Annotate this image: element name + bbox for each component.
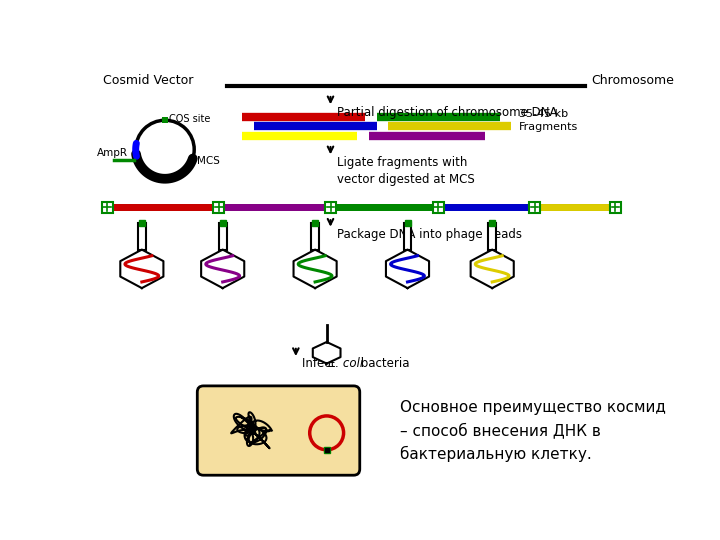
Text: Partial digestion of chromosome DNA: Partial digestion of chromosome DNA (337, 106, 557, 119)
Polygon shape (471, 249, 514, 288)
FancyBboxPatch shape (325, 202, 336, 213)
Polygon shape (201, 249, 244, 288)
Text: 35-45 kb
Fragments: 35-45 kb Fragments (519, 109, 578, 132)
Text: E. coli: E. coli (328, 357, 364, 370)
Text: MCS: MCS (197, 156, 220, 166)
Text: Infect: Infect (302, 357, 339, 370)
FancyBboxPatch shape (197, 386, 360, 475)
Text: Package DNA into phage heads: Package DNA into phage heads (337, 228, 522, 241)
Bar (404, 222, 411, 249)
Polygon shape (386, 249, 429, 288)
Text: COS site: COS site (168, 114, 210, 124)
Text: Cosmid Vector: Cosmid Vector (104, 74, 194, 87)
Bar (311, 222, 319, 249)
FancyBboxPatch shape (102, 202, 112, 213)
Bar (488, 222, 496, 249)
FancyBboxPatch shape (610, 202, 621, 213)
FancyBboxPatch shape (162, 117, 168, 123)
FancyBboxPatch shape (529, 202, 540, 213)
Bar (219, 222, 227, 249)
FancyBboxPatch shape (213, 202, 224, 213)
Text: Основное преимущество космид
– способ внесения ДНК в
бактериальную клетку.: Основное преимущество космид – способ вн… (400, 400, 666, 462)
FancyBboxPatch shape (433, 202, 444, 213)
Text: bacteria: bacteria (357, 357, 410, 370)
Polygon shape (120, 249, 163, 288)
Polygon shape (294, 249, 337, 288)
Text: Ligate fragments with
vector digested at MCS: Ligate fragments with vector digested at… (337, 156, 474, 186)
Polygon shape (312, 342, 341, 363)
Bar (138, 222, 145, 249)
Text: AmpR: AmpR (97, 148, 128, 158)
Text: Chromosome: Chromosome (590, 74, 674, 87)
